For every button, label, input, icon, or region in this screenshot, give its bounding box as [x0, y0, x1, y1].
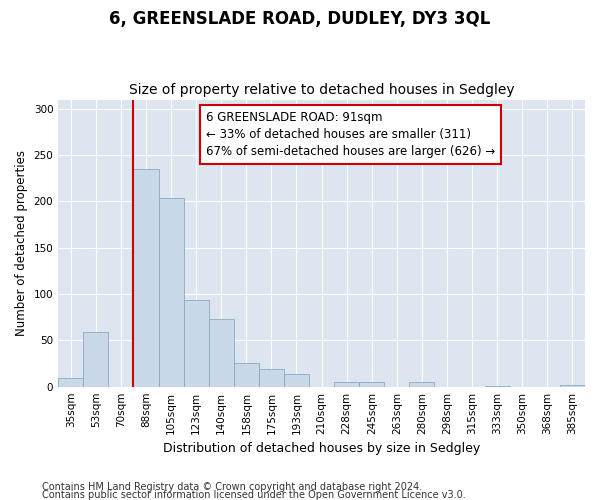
- Text: Contains HM Land Registry data © Crown copyright and database right 2024.: Contains HM Land Registry data © Crown c…: [42, 482, 422, 492]
- Bar: [334, 382, 359, 386]
- Bar: [158, 198, 184, 386]
- Bar: [184, 300, 209, 386]
- X-axis label: Distribution of detached houses by size in Sedgley: Distribution of detached houses by size …: [163, 442, 480, 455]
- Bar: [234, 362, 259, 386]
- Bar: [560, 385, 585, 386]
- Bar: [259, 369, 284, 386]
- Text: Contains public sector information licensed under the Open Government Licence v3: Contains public sector information licen…: [42, 490, 466, 500]
- Bar: [58, 378, 83, 386]
- Y-axis label: Number of detached properties: Number of detached properties: [15, 150, 28, 336]
- Bar: [83, 332, 109, 386]
- Bar: [359, 382, 385, 386]
- Text: 6, GREENSLADE ROAD, DUDLEY, DY3 3QL: 6, GREENSLADE ROAD, DUDLEY, DY3 3QL: [109, 10, 491, 28]
- Bar: [209, 319, 234, 386]
- Bar: [133, 169, 158, 386]
- Bar: [284, 374, 309, 386]
- Title: Size of property relative to detached houses in Sedgley: Size of property relative to detached ho…: [129, 83, 514, 97]
- Text: 6 GREENSLADE ROAD: 91sqm
← 33% of detached houses are smaller (311)
67% of semi-: 6 GREENSLADE ROAD: 91sqm ← 33% of detach…: [206, 111, 495, 158]
- Bar: [409, 382, 434, 386]
